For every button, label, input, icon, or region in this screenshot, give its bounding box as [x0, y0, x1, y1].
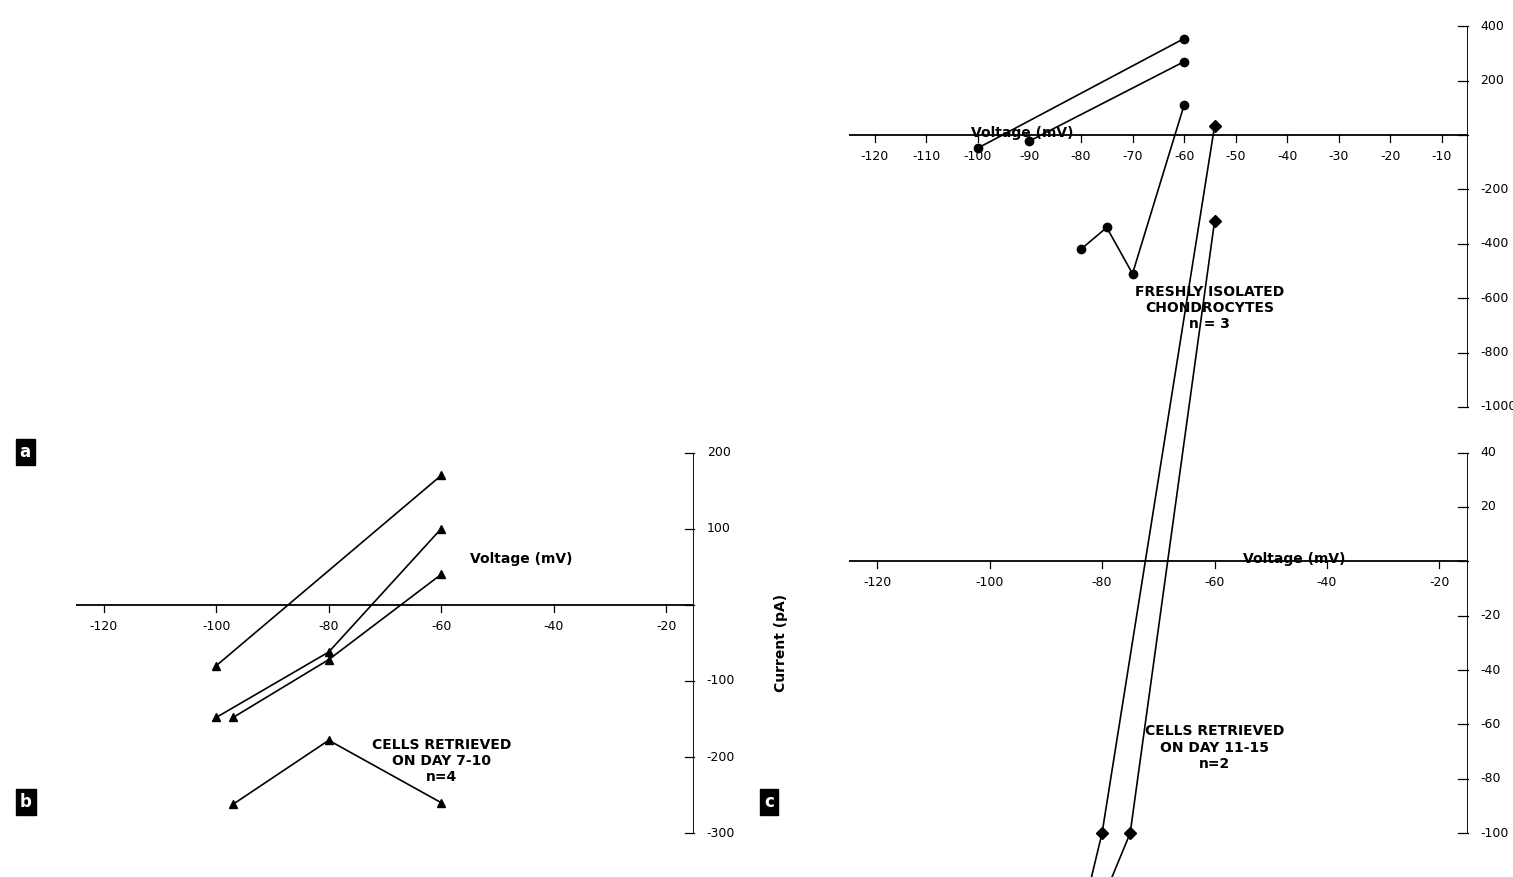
Text: 200: 200 [707, 446, 731, 459]
Text: -100: -100 [976, 576, 1003, 589]
Text: 400: 400 [1480, 20, 1504, 32]
Text: -800: -800 [1480, 346, 1508, 359]
Text: Voltage (mV): Voltage (mV) [471, 553, 572, 567]
Text: -120: -120 [861, 150, 888, 163]
Text: Current (pA): Current (pA) [775, 594, 788, 692]
Text: -80: -80 [318, 620, 339, 633]
Text: -80: -80 [1071, 150, 1091, 163]
Text: CELLS RETRIEVED
ON DAY 7-10
n=4: CELLS RETRIEVED ON DAY 7-10 n=4 [372, 738, 511, 784]
Text: -300: -300 [707, 827, 735, 839]
Text: -40: -40 [543, 620, 564, 633]
Text: -20: -20 [1430, 576, 1449, 589]
Text: -60: -60 [1204, 576, 1224, 589]
Text: a: a [20, 443, 30, 461]
Text: 20: 20 [1480, 501, 1496, 513]
Text: FRESHLY ISOLATED
CHONDROCYTES
n = 3: FRESHLY ISOLATED CHONDROCYTES n = 3 [1135, 284, 1285, 331]
Text: 40: 40 [1480, 446, 1496, 459]
Text: -20: -20 [1480, 610, 1501, 622]
Text: -200: -200 [707, 751, 735, 764]
Text: -50: -50 [1226, 150, 1245, 163]
Text: -1000: -1000 [1480, 401, 1513, 413]
Text: c: c [764, 793, 775, 811]
Text: -100: -100 [707, 674, 735, 688]
Text: -60: -60 [431, 620, 451, 633]
Text: 200: 200 [1480, 75, 1504, 87]
Text: 100: 100 [707, 522, 731, 535]
Text: -100: -100 [203, 620, 230, 633]
Text: -80: -80 [1092, 576, 1112, 589]
Text: -60: -60 [1480, 718, 1501, 731]
Text: -20: -20 [657, 620, 676, 633]
Text: Voltage (mV): Voltage (mV) [971, 126, 1073, 139]
Text: -40: -40 [1277, 150, 1297, 163]
Text: -100: -100 [964, 150, 993, 163]
Text: -600: -600 [1480, 292, 1508, 304]
Text: -120: -120 [89, 620, 118, 633]
Text: -70: -70 [1123, 150, 1142, 163]
Text: -60: -60 [1174, 150, 1194, 163]
Text: -10: -10 [1431, 150, 1452, 163]
Text: -40: -40 [1480, 664, 1501, 676]
Text: -90: -90 [1020, 150, 1039, 163]
Text: -400: -400 [1480, 238, 1508, 250]
Text: -100: -100 [1480, 827, 1508, 839]
Text: -40: -40 [1316, 576, 1337, 589]
Text: -120: -120 [862, 576, 891, 589]
Text: -80: -80 [1480, 773, 1501, 785]
Text: -20: -20 [1380, 150, 1401, 163]
Text: -110: -110 [912, 150, 941, 163]
Text: CELLS RETRIEVED
ON DAY 11-15
n=2: CELLS RETRIEVED ON DAY 11-15 n=2 [1145, 724, 1285, 771]
Text: -30: -30 [1328, 150, 1350, 163]
Text: -200: -200 [1480, 183, 1508, 196]
Text: b: b [20, 793, 32, 811]
Text: Voltage (mV): Voltage (mV) [1244, 553, 1345, 567]
